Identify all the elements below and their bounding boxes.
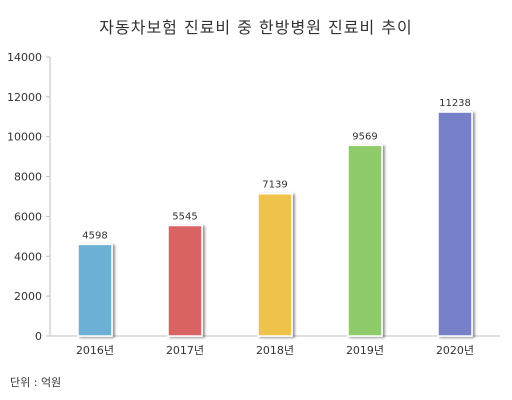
y-tick-label: 4000 — [14, 250, 42, 263]
bar-value-label: 11238 — [439, 98, 471, 109]
y-tick-label: 14000 — [7, 51, 42, 64]
bar — [257, 192, 293, 337]
x-axis-ticks: 2016년 2017년 2018년 2019년 2020년 — [76, 344, 474, 357]
chart-title: 자동차보험 진료비 중 한방병원 진료비 추이 — [99, 18, 413, 37]
bar-value-label: 9569 — [352, 131, 377, 142]
x-tick-label: 2020년 — [436, 344, 474, 357]
bar-value-label: 5545 — [172, 211, 197, 222]
unit-note: 단위 : 억원 — [10, 376, 62, 389]
y-tick-label: 2000 — [14, 290, 42, 303]
bars: 4598 5545 7139 9569 11238 — [77, 98, 473, 337]
y-axis-ticks: 0 2000 4000 6000 8000 10000 12000 14000 — [7, 51, 50, 343]
bar — [77, 243, 113, 337]
y-tick-label: 6000 — [14, 210, 42, 223]
bar-value-label: 4598 — [82, 230, 107, 241]
y-tick-label: 10000 — [7, 131, 42, 144]
x-tick-label: 2017년 — [166, 344, 204, 357]
x-tick-label: 2018년 — [256, 344, 294, 357]
y-tick-label: 12000 — [7, 91, 42, 104]
bar — [347, 144, 383, 337]
x-tick-label: 2016년 — [76, 344, 114, 357]
bar — [437, 111, 473, 337]
y-tick-label: 0 — [35, 330, 42, 343]
y-tick-label: 8000 — [14, 171, 42, 184]
x-tick-label: 2019년 — [346, 344, 384, 357]
bar — [167, 224, 203, 337]
bar-value-label: 7139 — [262, 180, 287, 191]
